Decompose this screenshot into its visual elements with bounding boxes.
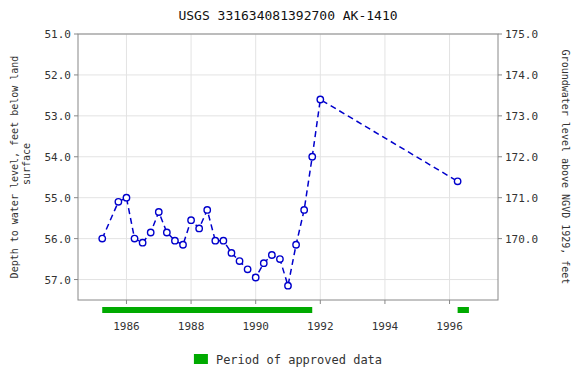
tick-label-y2: 170.0 — [505, 233, 538, 246]
legend: Period of approved data — [194, 353, 382, 367]
data-point — [454, 178, 460, 184]
plot-data — [99, 96, 461, 289]
data-point — [293, 242, 299, 248]
tick-x — [384, 300, 385, 304]
data-point — [188, 217, 194, 223]
data-point — [164, 229, 170, 235]
grid-line-x — [126, 34, 127, 300]
tick-label-y2: 173.0 — [505, 110, 538, 123]
tick-label-y: 56.0 — [45, 233, 72, 246]
grid-line-y — [78, 279, 498, 280]
approved-period-bar — [458, 307, 469, 313]
data-point — [236, 258, 242, 264]
tick-y — [74, 74, 78, 75]
data-point — [123, 194, 129, 200]
data-point — [156, 209, 162, 215]
tick-label-y2: 172.0 — [505, 151, 538, 164]
grid-line-y — [78, 74, 498, 75]
tick-label-y: 53.0 — [45, 110, 72, 123]
tick-label-x: 1986 — [113, 320, 140, 333]
data-point — [301, 207, 307, 213]
data-point — [277, 256, 283, 262]
tick-y — [74, 156, 78, 157]
data-point — [244, 266, 250, 272]
legend-label: Period of approved data — [216, 353, 382, 367]
tick-y — [74, 34, 78, 35]
data-point — [317, 96, 323, 102]
data-point — [139, 240, 145, 246]
tick-y2 — [498, 156, 502, 157]
grid-line-y — [78, 197, 498, 198]
tick-y2 — [498, 197, 502, 198]
tick-x — [449, 300, 450, 304]
axis-label-y2: Groundwater level above NGVD 1929, feet — [560, 50, 571, 285]
grid-line-y — [78, 115, 498, 116]
tick-y — [74, 115, 78, 116]
tick-label-y2: 171.0 — [505, 192, 538, 205]
data-point — [220, 237, 226, 243]
legend-swatch — [194, 354, 208, 364]
data-point — [309, 154, 315, 160]
axis-label-y-line: surface — [21, 143, 32, 191]
data-point — [172, 237, 178, 243]
tick-x — [320, 300, 321, 304]
tick-label-y: 51.0 — [45, 28, 72, 41]
tick-label-y2: 175.0 — [505, 28, 538, 41]
data-point — [147, 229, 153, 235]
grid-line-x — [449, 34, 450, 300]
tick-label-x: 1994 — [372, 320, 399, 333]
plot-frame — [78, 34, 498, 300]
data-point — [261, 260, 267, 266]
tick-label-x: 1992 — [307, 320, 334, 333]
data-line — [102, 99, 457, 285]
data-point — [196, 225, 202, 231]
tick-label-y: 54.0 — [45, 151, 72, 164]
tick-label-y2: 174.0 — [505, 69, 538, 82]
tick-label-y: 55.0 — [45, 192, 72, 205]
tick-label-x: 1990 — [242, 320, 269, 333]
tick-label-y: 52.0 — [45, 69, 72, 82]
tick-label-x: 1996 — [436, 320, 463, 333]
tick-y — [74, 279, 78, 280]
data-point — [180, 242, 186, 248]
grid-line-x — [191, 34, 192, 300]
data-point — [99, 235, 105, 241]
data-point — [228, 250, 234, 256]
tick-y2 — [498, 115, 502, 116]
plot-background — [78, 34, 498, 300]
tick-x — [126, 300, 127, 304]
data-point — [269, 252, 275, 258]
grid-line-x — [384, 34, 385, 300]
tick-label-x: 1988 — [178, 320, 205, 333]
tick-y2 — [498, 34, 502, 35]
grid-line-y — [78, 156, 498, 157]
tick-y2 — [498, 74, 502, 75]
data-point — [252, 274, 258, 280]
title: USGS 331634081392700 AK-1410 — [178, 8, 397, 23]
data-point — [285, 282, 291, 288]
data-point — [212, 237, 218, 243]
data-point — [115, 199, 121, 205]
tick-x — [191, 300, 192, 304]
data-point — [204, 207, 210, 213]
chart: 1986 1988 1990 1992 1994 1996 51.0 52.0 53.0 54.0… — [0, 0, 576, 384]
tick-y — [74, 197, 78, 198]
grid-line-x — [320, 34, 321, 300]
data-point — [131, 235, 137, 241]
axis-label-y: Depth to water level, feet below land su… — [9, 56, 32, 279]
axis-label-y-line: Depth to water level, feet below land — [9, 56, 20, 279]
tick-y2 — [498, 238, 502, 239]
grid-line-x — [255, 34, 256, 300]
tick-x — [255, 300, 256, 304]
tick-y — [74, 238, 78, 239]
tick-label-y: 57.0 — [45, 274, 72, 287]
approved-period-bar — [102, 307, 312, 313]
grid-line-y — [78, 238, 498, 239]
